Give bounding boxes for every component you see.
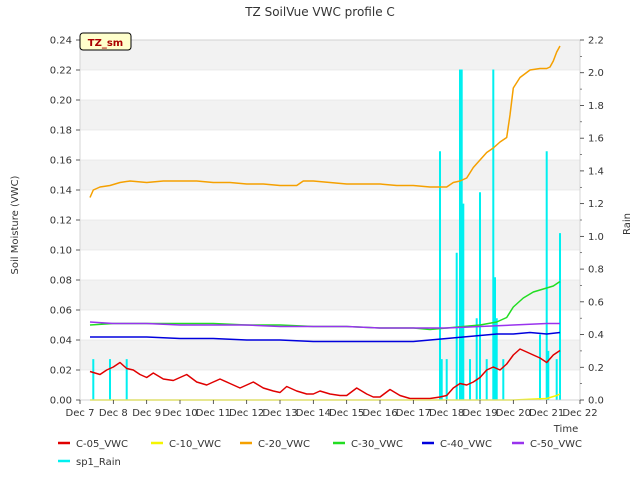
y2-tick-label: 1.8 <box>588 101 604 112</box>
y-tick-label: 0.04 <box>50 336 72 347</box>
series-C-05_VWC <box>89 348 561 400</box>
legend-label: C-30_VWC <box>351 439 403 450</box>
x-tick-label: Dec 13 <box>262 408 297 419</box>
y2-tick-label: 2.0 <box>588 68 604 79</box>
legend-label: sp1_Rain <box>76 457 121 468</box>
x-tick-label: Dec 18 <box>429 408 464 419</box>
y2-tick-label: 0.6 <box>588 297 604 308</box>
site-badge: TZ_sm <box>79 32 132 51</box>
legend-label: C-50_VWC <box>530 439 582 450</box>
legend-label: C-05_VWC <box>76 439 128 450</box>
x-tick-label: Dec 8 <box>99 408 128 419</box>
x-tick-label: Dec 22 <box>562 408 597 419</box>
y2-tick-label: 1.4 <box>588 166 604 177</box>
x-tick-label: Dec 17 <box>396 408 431 419</box>
x-axis-label: Time <box>553 424 578 435</box>
y-tick-label: 0.08 <box>50 276 72 287</box>
x-tick-label: Dec 12 <box>229 408 264 419</box>
series-C-40_VWC <box>90 331 561 343</box>
y2-axis-label: Rain <box>622 213 633 235</box>
legend-label: C-40_VWC <box>440 439 492 450</box>
y-tick-label: 0.14 <box>50 186 72 197</box>
y-tick-label: 0.02 <box>50 366 72 377</box>
y-tick-label: 0.18 <box>50 126 72 137</box>
site-badge-label: TZ_sm <box>88 38 123 49</box>
site-badge-box <box>79 32 132 51</box>
x-tick-label: Dec 9 <box>132 408 161 419</box>
x-tick-label: Dec 14 <box>296 408 331 419</box>
y-tick-label: 0.10 <box>50 246 72 257</box>
y2-tick-label: 1.2 <box>588 199 604 210</box>
x-tick-label: Dec 20 <box>496 408 531 419</box>
y2-tick-label: 0.0 <box>588 396 604 407</box>
grid-band <box>80 40 580 70</box>
x-tick-label: Dec 10 <box>162 408 197 419</box>
y2-tick-label: 1.0 <box>588 232 604 243</box>
y-tick-label: 0.00 <box>50 396 72 407</box>
series-C-30_VWC <box>89 280 561 331</box>
chart-title: TZ SoilVue VWC profile C <box>244 5 395 19</box>
y-axis-label: Soil Moisture (VWC) <box>10 175 21 274</box>
y2-tick-label: 2.2 <box>588 36 604 47</box>
y-tick-label: 0.22 <box>50 66 72 77</box>
y2-tick-label: 1.6 <box>588 134 604 145</box>
y2-tick-label: 0.8 <box>588 265 604 276</box>
x-tick-label: Dec 11 <box>196 408 231 419</box>
grid-band <box>80 160 580 190</box>
grid-band <box>80 100 580 130</box>
x-tick-label: Dec 19 <box>462 408 497 419</box>
legend-label: C-10_VWC <box>169 439 221 450</box>
x-tick-label: Dec 7 <box>66 408 95 419</box>
x-tick-label: Dec 16 <box>362 408 397 419</box>
x-tick-label: Dec 21 <box>529 408 564 419</box>
legend-label: C-20_VWC <box>258 439 310 450</box>
plot-background <box>80 39 580 401</box>
y-tick-label: 0.12 <box>50 216 72 227</box>
y-tick-label: 0.06 <box>50 306 72 317</box>
y2-tick-label: 0.4 <box>588 330 604 341</box>
series-C-50_VWC <box>89 321 560 329</box>
grid-band <box>80 280 580 310</box>
y-tick-label: 0.16 <box>50 156 72 167</box>
grid-band <box>80 220 580 250</box>
y-tick-label: 0.20 <box>50 96 72 107</box>
axes-layer: 0.00 0.02 0.04 0.06 0.08 0.10 0.12 0.14 0.16 0.18… <box>50 36 604 420</box>
x-tick-label: Dec 15 <box>329 408 364 419</box>
y2-tick-label: 0.2 <box>588 363 604 374</box>
legend: C-05_VWC C-10_VWC C-20_VWC C-30_VWC C-40_VWC… <box>58 439 582 468</box>
series-C-20_VWC <box>89 45 561 198</box>
series-sp1_Rain <box>92 69 561 400</box>
y-tick-label: 0.24 <box>50 36 72 47</box>
